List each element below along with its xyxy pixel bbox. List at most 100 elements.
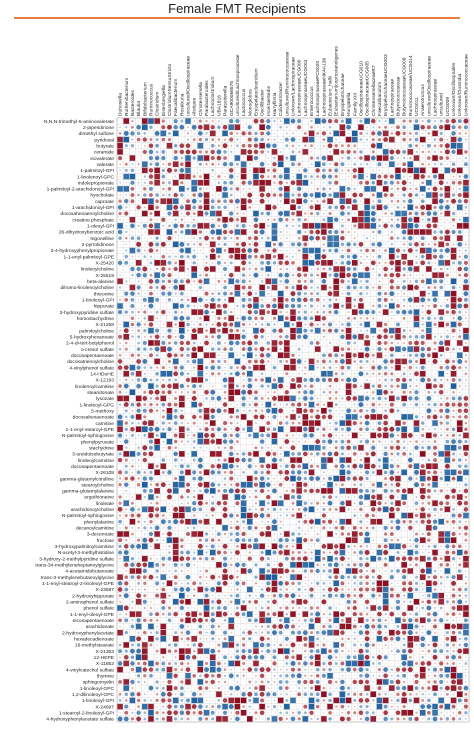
correlation-circle xyxy=(241,347,246,351)
significant-cell xyxy=(117,629,123,636)
correlation-circle xyxy=(421,459,424,461)
column-label: GCA900066575 xyxy=(229,81,235,116)
correlation-circle xyxy=(205,188,208,190)
correlation-circle xyxy=(372,274,374,276)
correlation-circle xyxy=(193,489,196,492)
significant-cell xyxy=(450,370,457,377)
correlation-circle xyxy=(446,176,448,177)
correlation-circle xyxy=(340,334,345,340)
correlation-circle xyxy=(334,440,338,444)
significant-cell xyxy=(395,210,401,217)
correlation-circle xyxy=(266,631,270,635)
correlation-circle xyxy=(131,441,133,443)
correlation-circle xyxy=(173,519,179,525)
correlation-circle xyxy=(302,334,308,340)
correlation-circle xyxy=(409,600,412,603)
significant-cell xyxy=(345,334,352,340)
correlation-circle xyxy=(416,293,417,295)
correlation-circle xyxy=(352,476,357,481)
correlation-circle xyxy=(204,593,209,598)
significant-cell xyxy=(234,266,241,272)
correlation-circle xyxy=(193,280,196,283)
correlation-circle xyxy=(235,537,240,543)
correlation-circle xyxy=(297,581,301,586)
correlation-circle xyxy=(241,297,246,302)
correlation-circle xyxy=(464,582,468,585)
correlation-circle xyxy=(254,409,258,413)
correlation-circle xyxy=(144,625,146,627)
correlation-circle xyxy=(427,156,431,160)
correlation-circle xyxy=(179,464,184,469)
correlation-circle xyxy=(197,463,203,469)
significant-cell xyxy=(314,204,321,211)
correlation-circle xyxy=(199,637,202,640)
significant-cell xyxy=(463,444,469,451)
correlation-circle xyxy=(223,556,228,561)
correlation-circle xyxy=(321,316,327,321)
correlation-circle xyxy=(228,574,234,580)
correlation-circle xyxy=(241,285,246,290)
correlation-circle xyxy=(421,329,425,332)
correlation-circle xyxy=(162,224,165,227)
correlation-circle xyxy=(137,477,140,480)
significant-cell xyxy=(444,457,451,463)
correlation-circle xyxy=(241,581,246,586)
significant-cell xyxy=(277,297,284,303)
correlation-circle xyxy=(347,526,350,529)
significant-cell xyxy=(142,426,148,433)
correlation-circle xyxy=(348,632,349,634)
significant-cell xyxy=(351,278,358,285)
correlation-circle xyxy=(420,297,426,303)
correlation-circle xyxy=(150,582,152,584)
correlation-circle xyxy=(205,163,208,166)
correlation-circle xyxy=(118,132,122,135)
correlation-circle xyxy=(131,526,134,529)
correlation-circle xyxy=(421,157,424,159)
correlation-circle xyxy=(383,205,388,210)
significant-cell xyxy=(172,543,179,550)
correlation-circle xyxy=(124,254,128,259)
significant-cell xyxy=(450,297,457,303)
correlation-circle xyxy=(173,150,178,154)
correlation-circle xyxy=(409,317,412,320)
correlation-circle xyxy=(451,513,456,518)
correlation-circle xyxy=(458,520,462,524)
correlation-circle xyxy=(217,446,220,449)
correlation-circle xyxy=(266,477,270,480)
correlation-circle xyxy=(292,126,294,128)
correlation-circle xyxy=(445,612,449,616)
correlation-circle xyxy=(174,391,177,394)
significant-cell xyxy=(426,192,432,198)
correlation-circle xyxy=(205,631,208,634)
significant-cell xyxy=(389,543,395,550)
correlation-circle xyxy=(218,268,220,270)
correlation-circle xyxy=(154,278,160,284)
significant-cell xyxy=(407,592,414,599)
correlation-circle xyxy=(309,205,314,210)
significant-cell xyxy=(148,315,154,322)
significant-cell xyxy=(253,167,259,174)
correlation-circle xyxy=(234,371,240,377)
correlation-circle xyxy=(365,334,369,339)
correlation-circle xyxy=(161,402,166,407)
correlation-circle xyxy=(379,601,380,603)
correlation-circle xyxy=(235,501,240,506)
correlation-circle xyxy=(180,181,184,185)
correlation-circle xyxy=(316,464,320,468)
correlation-circle xyxy=(340,365,345,370)
significant-cell xyxy=(438,173,444,180)
correlation-circle xyxy=(371,526,375,530)
correlation-circle xyxy=(458,630,462,635)
correlation-circle xyxy=(292,188,294,190)
correlation-circle xyxy=(310,175,313,179)
significant-cell xyxy=(419,167,426,174)
correlation-circle xyxy=(421,323,424,326)
correlation-circle xyxy=(340,445,345,450)
correlation-circle xyxy=(143,316,147,320)
correlation-circle xyxy=(193,120,196,122)
correlation-circle xyxy=(162,490,164,492)
correlation-circle xyxy=(427,551,430,554)
correlation-circle xyxy=(458,612,461,616)
correlation-circle xyxy=(383,636,388,642)
correlation-circle xyxy=(259,328,265,334)
